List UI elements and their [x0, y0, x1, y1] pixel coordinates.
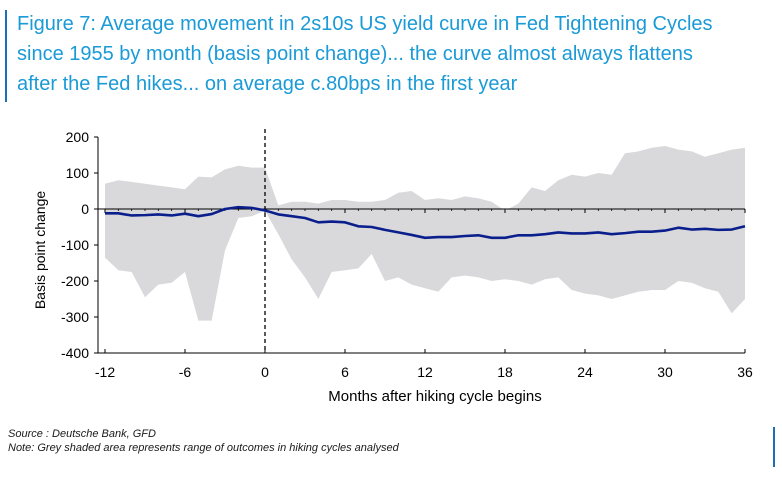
- title-block: Figure 7: Average movement in 2s10s US y…: [5, 10, 767, 102]
- source-note: Source : Deutsche Bank, GFD: [8, 428, 156, 440]
- y-tick-label: 100: [66, 165, 90, 181]
- title-line-3: after the Fed hikes... on average c.80bp…: [17, 73, 518, 95]
- x-tick-label: 0: [261, 364, 269, 380]
- range-layer: [105, 146, 745, 321]
- x-tick-label: 18: [497, 364, 513, 380]
- y-tick-label: 0: [81, 201, 89, 217]
- y-tick-label: -300: [61, 309, 89, 325]
- x-tick-label: 6: [341, 364, 349, 380]
- y-tick-label: -200: [61, 273, 89, 289]
- average-line: [105, 205, 746, 240]
- title-line-1: Figure 7: Average movement in 2s10s US y…: [17, 13, 713, 35]
- y-tick-label: -100: [61, 237, 89, 253]
- x-tick-label: -12: [95, 364, 115, 380]
- x-axis-title: Months after hiking cycle begins: [328, 388, 541, 405]
- line-layer: [105, 205, 746, 240]
- x-tick-label: -6: [179, 364, 192, 380]
- chart-area: 200 100 0 -100 -200 -300 -400 -12 -6 0 6 12 18 24 30 36…: [32, 129, 753, 405]
- x-tick-label: 12: [417, 364, 433, 380]
- y-tick-label: -400: [61, 345, 89, 361]
- label-layer: 200 100 0 -100 -200 -300 -400 -12 -6 0 6 12 18 24 30 36…: [32, 129, 753, 405]
- footer-rule: [773, 427, 775, 467]
- range-note: Note: Grey shaded area represents range …: [8, 442, 399, 454]
- y-axis-title: Basis point change: [32, 191, 48, 310]
- title-line-2: since 1955 by month (basis point change)…: [17, 43, 693, 65]
- range-band: [105, 146, 745, 321]
- footer: Source : Deutsche Bank, GFD Note: Grey s…: [5, 422, 775, 467]
- x-tick-label: 24: [577, 364, 593, 380]
- axis-layer: [94, 129, 746, 354]
- x-tick-label: 36: [737, 364, 753, 380]
- y-tick-label: 200: [66, 129, 90, 145]
- x-tick-label: 30: [657, 364, 673, 380]
